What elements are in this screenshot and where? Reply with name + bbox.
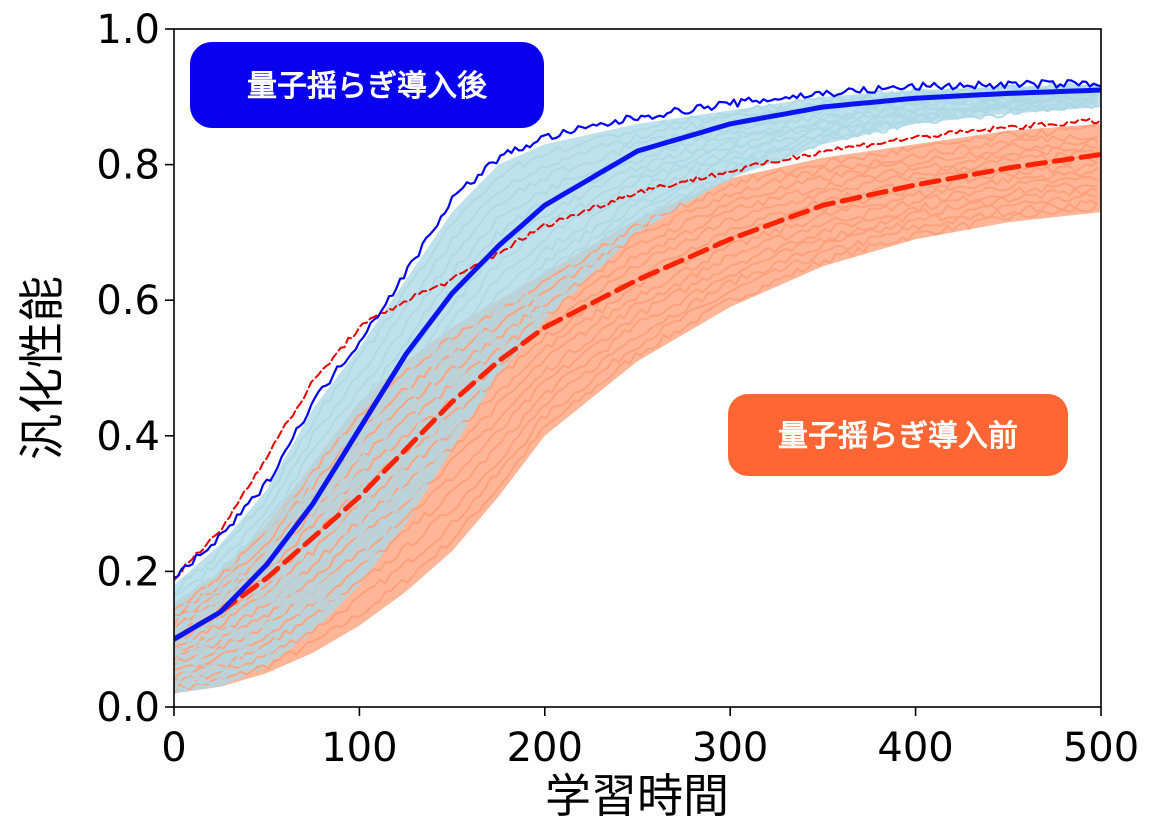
plot-area [173, 28, 1102, 708]
after-max-line [174, 79, 1101, 579]
before-max-line [174, 117, 1101, 582]
annotation-before-label: 量子揺らぎ導入前 [778, 419, 1018, 454]
before-runs-run-line [174, 166, 1098, 652]
before-runs-run-line [174, 199, 1098, 682]
before-runs-run-line [174, 155, 1098, 644]
x-tick-label: 400 [877, 725, 953, 771]
y-tick-label: 0.6 [96, 278, 160, 324]
y-tick-label: 1.0 [96, 7, 160, 53]
x-axis: 0 100 200 300 400 500 [161, 707, 1139, 771]
after-runs-run-line [174, 99, 1098, 674]
before-runs-run-line [174, 187, 1098, 671]
y-tick-label: 0.2 [96, 549, 160, 595]
y-axis-title: 汎化性能 [15, 276, 69, 460]
x-tick-label: 500 [1063, 725, 1139, 771]
x-tick-label: 100 [321, 725, 397, 771]
y-tick-label: 0.8 [96, 143, 160, 189]
annotation-after-label: 量子揺らぎ導入後 [247, 69, 488, 104]
x-axis-title: 学習時間 [545, 769, 729, 823]
after-runs-run-line [174, 101, 1098, 691]
annotation-after-box [190, 42, 544, 128]
x-tick-label: 0 [161, 725, 186, 771]
after-runs-run-line [174, 88, 1099, 620]
line-layer [174, 79, 1101, 642]
after-runs-run-line [174, 100, 1098, 685]
x-tick-label: 200 [507, 725, 583, 771]
after-runs-run-line [174, 92, 1098, 644]
before-runs-run-line [174, 182, 1098, 666]
before-mean-line [174, 151, 1101, 642]
annotation-after: 量子揺らぎ導入後 [190, 42, 544, 128]
y-tick-label: 0.0 [96, 685, 160, 731]
before-runs-run-line [174, 133, 1098, 617]
before-runs-run-line [174, 124, 1098, 611]
x-tick-label: 300 [692, 725, 768, 771]
y-axis: 0.0 0.2 0.4 0.6 0.8 1.0 [96, 7, 174, 731]
annotation-before-box [728, 394, 1068, 476]
before-runs-run-line [174, 175, 1098, 661]
before-runs-run-line [174, 203, 1099, 694]
plot-frame [173, 28, 1102, 708]
after-mean-line [174, 87, 1101, 642]
after-runs-run-line [174, 81, 1098, 596]
annotation-before: 量子揺らぎ導入前 [728, 394, 1068, 476]
y-tick-label: 0.4 [96, 414, 160, 460]
before-runs-band [174, 123, 1101, 694]
before-runs-run-line [174, 161, 1098, 648]
